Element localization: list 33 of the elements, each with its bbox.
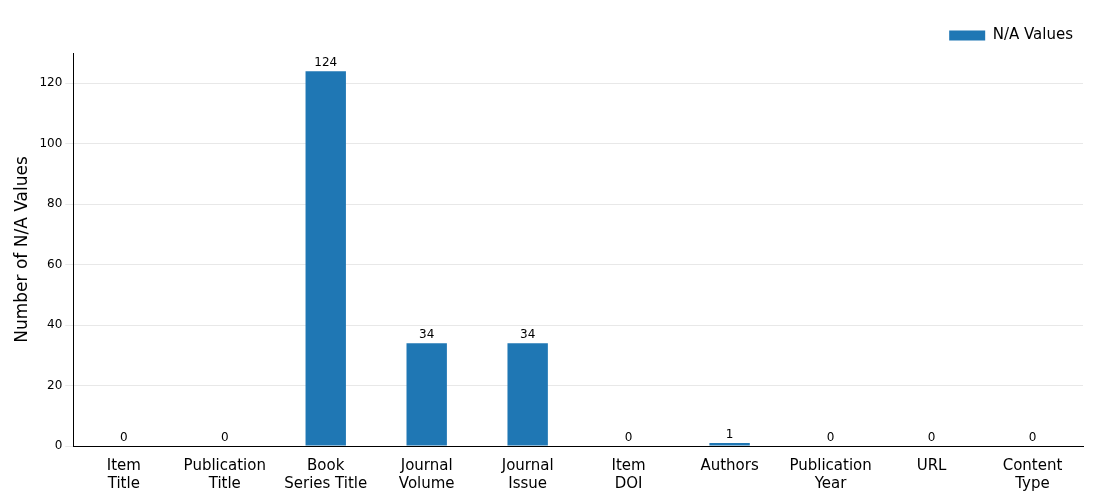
y-tick-label: 120 [39,75,63,90]
x-tick-label: Content Type [1002,455,1063,492]
x-tick-label: Authors [700,455,759,474]
data-label: 124 [314,55,338,70]
data-label: 0 [826,430,835,445]
y-axis-title: Number of N/A Values [10,156,31,343]
x-tick-label: Publication Title [183,455,266,492]
data-label: 0 [624,430,633,445]
x-tick-label: URL [916,455,948,474]
data-label: 1 [725,427,734,442]
y-tick-label: 40 [47,317,63,332]
data-label: 0 [1028,430,1037,445]
data-label: 0 [119,430,128,445]
legend-label: N/A Values [992,25,1074,44]
x-tick-label: Book Series Title [284,455,368,492]
data-label: 0 [927,430,936,445]
x-tick-label: Item Title [106,455,141,492]
bar [305,71,346,446]
x-tick-label: Publication Year [789,455,872,492]
y-tick-label: 20 [47,377,63,392]
data-label: 34 [520,327,536,342]
y-tick-label: 60 [47,256,63,271]
y-tick-label: 80 [47,196,63,211]
y-tick-label: 100 [39,135,63,150]
y-tick-label: 0 [54,438,63,453]
data-label: 34 [419,327,435,342]
bar [709,442,750,446]
x-tick-label: Journal Issue [500,455,554,492]
bar [406,343,447,446]
x-tick-label: Item DOI [611,455,646,492]
x-tick-label: Journal Volume [398,455,455,492]
bar [507,343,548,446]
data-label: 0 [220,430,229,445]
